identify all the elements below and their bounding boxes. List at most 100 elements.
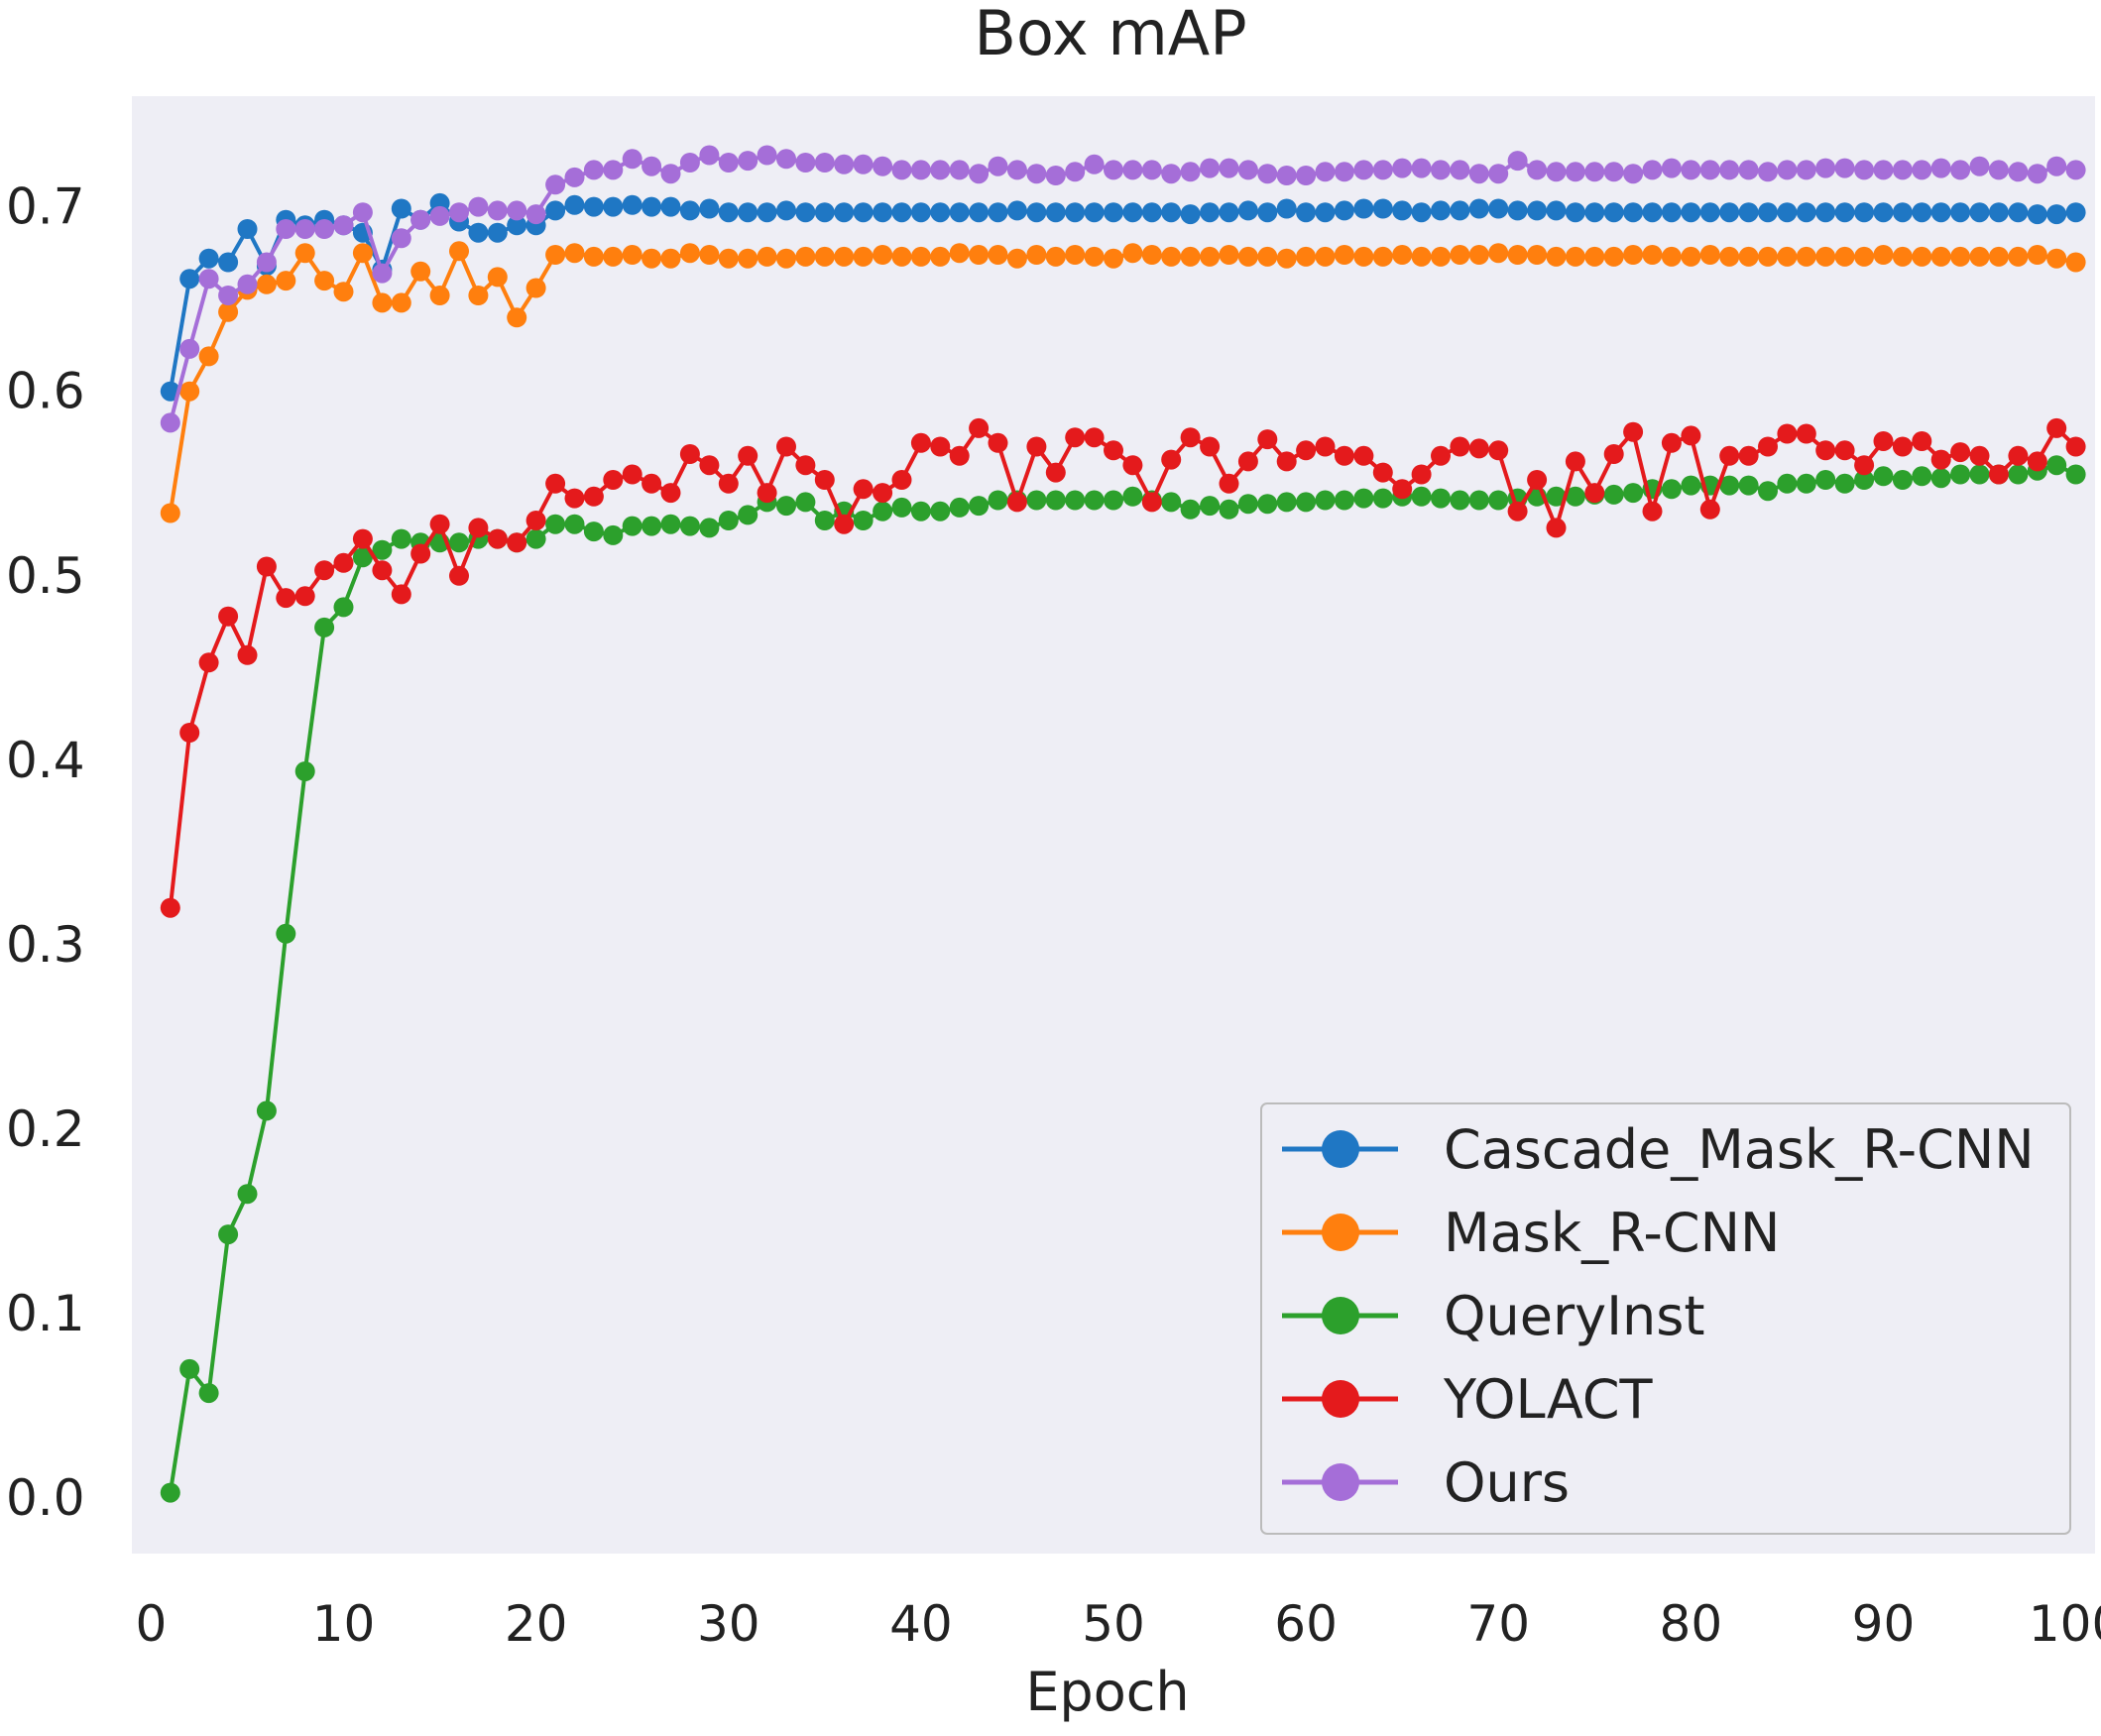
data-point bbox=[1988, 160, 2009, 180]
data-point bbox=[930, 202, 951, 223]
data-point bbox=[1296, 246, 1317, 267]
data-point bbox=[218, 252, 239, 273]
data-point bbox=[1431, 160, 1451, 180]
data-point bbox=[1623, 202, 1644, 223]
data-point bbox=[757, 145, 777, 166]
data-point bbox=[1372, 160, 1393, 180]
data-point bbox=[1296, 202, 1317, 223]
data-point bbox=[1276, 198, 1297, 219]
data-point bbox=[1623, 245, 1644, 265]
data-point bbox=[564, 514, 585, 534]
data-point bbox=[1257, 429, 1278, 450]
data-point bbox=[1796, 246, 1816, 267]
data-point bbox=[622, 149, 642, 170]
data-point bbox=[1758, 436, 1778, 457]
data-point bbox=[1988, 246, 2009, 267]
data-point bbox=[660, 248, 681, 269]
data-point bbox=[1372, 488, 1393, 509]
data-point bbox=[603, 470, 624, 490]
data-point bbox=[679, 243, 700, 264]
data-point bbox=[891, 160, 912, 180]
data-point bbox=[1488, 490, 1509, 511]
data-point bbox=[1565, 451, 1585, 472]
data-point bbox=[391, 228, 411, 249]
x-tick-label: 10 bbox=[312, 1595, 376, 1653]
data-point bbox=[179, 338, 200, 359]
data-point bbox=[218, 301, 239, 322]
legend-item-mask-r-cnn: Mask_R-CNN bbox=[1282, 1202, 1780, 1264]
data-point bbox=[1584, 162, 1605, 182]
data-point bbox=[1738, 246, 1759, 267]
data-point bbox=[2046, 455, 2067, 476]
y-tick-label: 0.1 bbox=[6, 1285, 85, 1342]
series-layer bbox=[160, 145, 2086, 1503]
data-point bbox=[622, 464, 642, 485]
data-point bbox=[1930, 202, 1951, 223]
legend-label: YOLACT bbox=[1443, 1368, 1654, 1431]
data-point bbox=[1507, 501, 1528, 521]
data-point bbox=[1045, 202, 1066, 223]
data-point bbox=[1237, 451, 1258, 472]
data-point bbox=[718, 511, 739, 530]
data-point bbox=[1296, 492, 1317, 513]
data-point bbox=[1315, 490, 1336, 511]
data-point bbox=[873, 501, 893, 521]
data-point bbox=[1777, 473, 1798, 494]
data-point bbox=[1912, 246, 1932, 267]
data-point bbox=[1873, 160, 1894, 180]
data-point bbox=[1834, 158, 1855, 178]
data-point bbox=[988, 245, 1008, 265]
data-point bbox=[449, 532, 469, 553]
data-point bbox=[1661, 246, 1682, 267]
data-point bbox=[1353, 445, 1374, 466]
data-point bbox=[507, 532, 527, 553]
data-point bbox=[1026, 202, 1047, 223]
data-point bbox=[1565, 162, 1585, 182]
data-point bbox=[795, 455, 816, 476]
data-point bbox=[1661, 202, 1682, 223]
data-point bbox=[699, 145, 720, 166]
data-point bbox=[1161, 202, 1182, 223]
data-point bbox=[1411, 464, 1432, 485]
data-point bbox=[391, 292, 411, 313]
data-point bbox=[1045, 166, 1066, 185]
data-point bbox=[1431, 445, 1451, 466]
data-point bbox=[2027, 164, 2047, 184]
data-point bbox=[1392, 245, 1413, 265]
data-point bbox=[660, 164, 681, 184]
data-point bbox=[988, 156, 1008, 176]
data-point bbox=[2046, 156, 2067, 176]
legend-marker bbox=[1322, 1297, 1359, 1334]
data-point bbox=[834, 202, 855, 223]
data-point bbox=[949, 160, 970, 180]
data-point bbox=[583, 486, 604, 507]
y-tick-label: 0.2 bbox=[6, 1100, 85, 1158]
data-point bbox=[1276, 492, 1297, 513]
data-point bbox=[1084, 246, 1105, 267]
data-point bbox=[834, 514, 855, 534]
data-point bbox=[1334, 490, 1354, 511]
data-point bbox=[1219, 158, 1239, 178]
data-point bbox=[2046, 204, 2067, 225]
data-point bbox=[2008, 246, 2029, 267]
data-point bbox=[679, 444, 700, 464]
data-point bbox=[1873, 202, 1894, 223]
data-point bbox=[1200, 202, 1221, 223]
data-point bbox=[468, 286, 489, 305]
data-point bbox=[1912, 202, 1932, 223]
data-point bbox=[1777, 160, 1798, 180]
data-point bbox=[1006, 492, 1027, 513]
data-point bbox=[1507, 200, 1528, 221]
data-point bbox=[1642, 501, 1663, 521]
data-point bbox=[1681, 246, 1701, 267]
data-point bbox=[1161, 164, 1182, 184]
data-point bbox=[1488, 243, 1509, 264]
data-point bbox=[333, 597, 354, 618]
data-point bbox=[1334, 200, 1354, 221]
data-point bbox=[1315, 202, 1336, 223]
data-point bbox=[1065, 245, 1086, 265]
data-point bbox=[1026, 490, 1047, 511]
data-point bbox=[969, 496, 990, 517]
data-point bbox=[814, 511, 835, 530]
legend-label: Ours bbox=[1444, 1451, 1570, 1514]
